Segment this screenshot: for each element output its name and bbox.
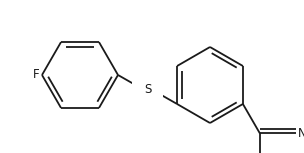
Text: S: S [144, 83, 151, 96]
Text: F: F [32, 69, 39, 82]
Text: NH: NH [298, 127, 304, 140]
